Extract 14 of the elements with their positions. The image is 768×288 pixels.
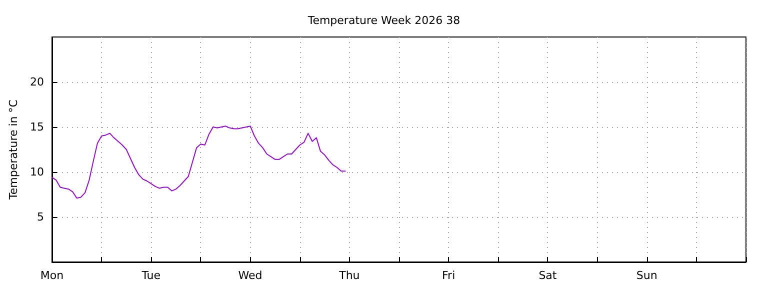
y-tick-label: 20 [30,76,44,88]
line-series [52,126,346,199]
y-tick-label: 5 [37,210,44,224]
x-tick-label: Mon [40,269,64,282]
x-tick-label: Fri [442,269,456,282]
x-tick-label: Wed [238,269,262,282]
x-tick-label: Sat [538,269,558,282]
y-tick-label: 10 [30,166,44,178]
chart-title: Temperature Week 2026 38 [306,14,460,27]
x-tick-label: Sun [636,269,658,282]
y-tick-label: 15 [30,120,44,134]
x-tick-label: Thu [338,269,360,282]
y-axis-title: Temperature in °C [7,99,20,200]
x-tick-label: Tue [140,269,161,282]
